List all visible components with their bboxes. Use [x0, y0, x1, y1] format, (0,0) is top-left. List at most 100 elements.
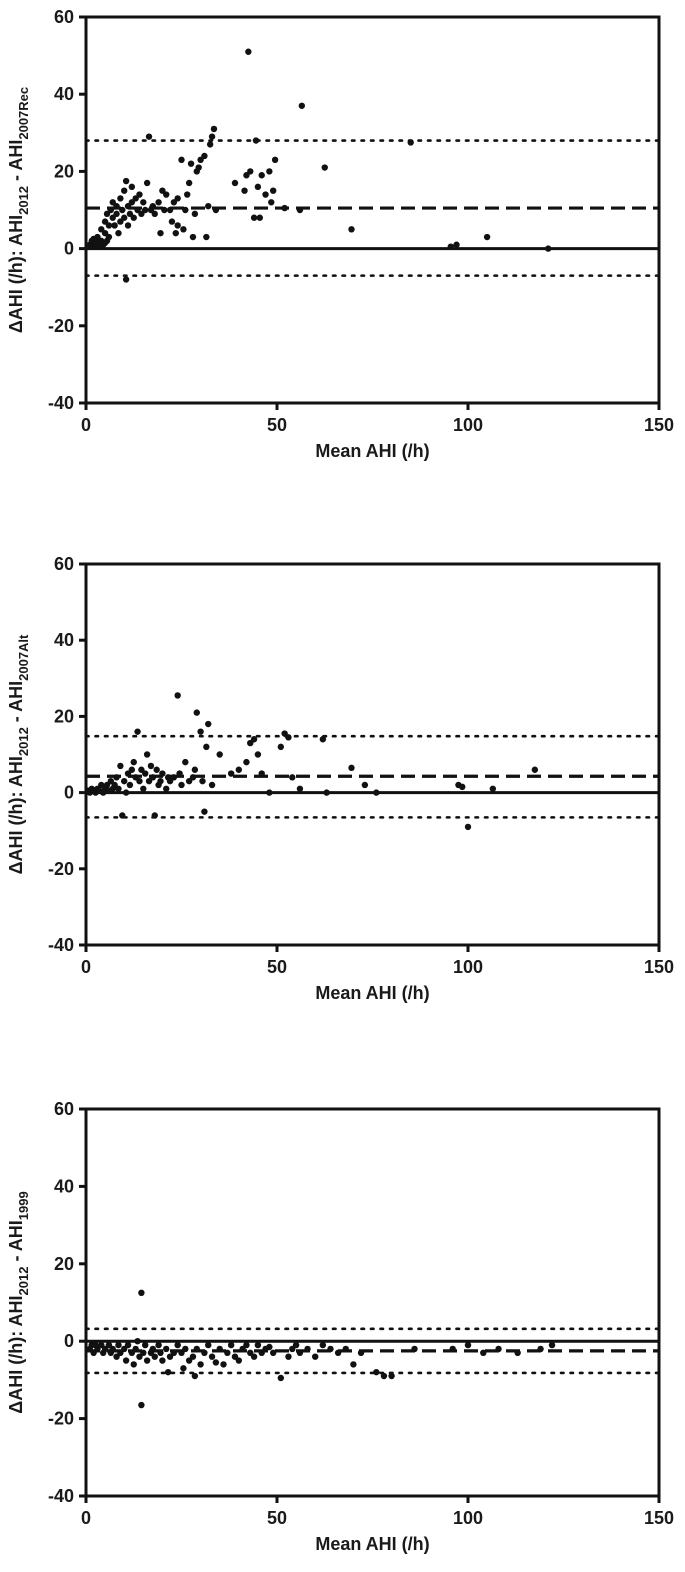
data-point	[298, 102, 306, 109]
data-point	[122, 177, 130, 185]
data-point	[323, 789, 330, 796]
data-point	[235, 766, 242, 773]
data-point	[185, 179, 193, 187]
chart-panel-1: -40 -20 0 20 40 60 0 50 100 150 Mean AHI (/h) ΔAHI …	[6, 7, 674, 461]
data-point	[447, 243, 455, 250]
data-point	[262, 191, 269, 198]
data-point	[180, 1365, 187, 1372]
data-point	[319, 736, 327, 743]
y-axis-title-part: - AHI	[6, 1220, 26, 1266]
data-point	[197, 1361, 204, 1368]
x-axis-title: Mean AHI (/h)	[315, 1534, 429, 1554]
data-point	[149, 1345, 157, 1353]
data-point	[271, 156, 279, 164]
data-point	[193, 709, 200, 716]
data-point	[174, 692, 181, 699]
x-tick-label: 0	[81, 415, 91, 435]
data-point	[153, 766, 160, 773]
data-point	[168, 218, 176, 225]
data-point	[489, 785, 497, 792]
y-tick-label: 60	[54, 1099, 74, 1119]
y-tick-label: -40	[48, 1486, 74, 1506]
data-point	[514, 1349, 521, 1357]
chart-panel-2: -40 -20 0 20 40 60 0 50 100 150 Mean AHI (/h) ΔAHI …	[6, 554, 674, 1003]
data-point	[250, 214, 258, 221]
data-point	[128, 183, 136, 191]
data-point	[174, 222, 181, 229]
data-point	[495, 1345, 502, 1353]
data-point	[342, 1345, 349, 1353]
data-point	[266, 789, 273, 796]
data-point	[348, 764, 355, 772]
data-point	[191, 766, 199, 773]
data-point	[189, 774, 197, 781]
y-axis-title-part: - AHI	[6, 681, 26, 727]
data-point	[373, 789, 380, 796]
y-tick-label: 60	[54, 7, 74, 27]
data-point	[163, 191, 170, 198]
x-axis-title: Mean AHI (/h)	[315, 441, 429, 461]
x-tick-label: 100	[453, 1508, 483, 1528]
data-point	[208, 781, 216, 789]
data-point	[361, 781, 369, 789]
data-point	[113, 210, 120, 218]
data-point	[130, 214, 137, 221]
data-point	[277, 1374, 285, 1382]
data-point	[187, 160, 195, 167]
data-point	[256, 214, 264, 221]
data-point	[266, 168, 273, 175]
data-point	[269, 187, 277, 194]
x-tick-label: 150	[644, 1508, 674, 1528]
y-tick-label: 60	[54, 554, 74, 574]
y-tick-label: -20	[48, 1409, 74, 1429]
y-tick-label: -20	[48, 859, 74, 879]
data-point	[176, 770, 183, 777]
data-point	[292, 1341, 300, 1349]
y-tick-label: 0	[64, 1331, 74, 1351]
data-point	[348, 226, 355, 233]
plot-frame	[84, 562, 661, 947]
data-point	[119, 206, 126, 214]
y-axis-title-part: - AHI	[6, 140, 26, 186]
y-axis-title-subscript: 2007Rec	[16, 87, 31, 140]
y-tick-label: -40	[48, 935, 74, 955]
data-point	[235, 1357, 242, 1364]
y-tick-label: 20	[54, 161, 74, 181]
data-point	[269, 1349, 277, 1357]
data-point	[142, 1341, 149, 1349]
data-point	[138, 1401, 145, 1409]
y-axis-title-part: ΔAHI (/h): AHI	[6, 1295, 26, 1413]
y-tick-label: -20	[48, 316, 74, 336]
data-point	[407, 139, 414, 146]
data-point	[224, 1349, 231, 1357]
data-point	[157, 229, 164, 237]
data-point	[119, 812, 126, 819]
data-point	[136, 777, 143, 785]
data-point	[113, 202, 120, 210]
data-point	[281, 204, 288, 212]
data-point	[142, 206, 149, 214]
data-point	[212, 206, 220, 214]
data-point	[464, 1341, 472, 1349]
data-point	[250, 736, 258, 743]
data-point	[220, 1361, 227, 1368]
data-point	[459, 783, 466, 791]
data-point	[163, 1345, 170, 1353]
data-point	[227, 1341, 235, 1349]
data-point	[111, 222, 118, 229]
data-point	[149, 202, 157, 210]
data-point	[201, 808, 208, 815]
y-tick-label: 20	[54, 1254, 74, 1274]
x-tick-label: 50	[267, 415, 287, 435]
data-point	[163, 785, 170, 792]
data-point	[203, 233, 210, 241]
data-point	[277, 743, 285, 751]
y-axis-title: ΔAHI (/h): AHI2012 - AHI2007Alt	[6, 634, 31, 874]
data-point	[254, 751, 262, 758]
data-point	[122, 1357, 130, 1364]
data-point	[157, 1349, 164, 1357]
y-axis-title: ΔAHI (/h): AHI2012 - AHI1999	[6, 1191, 31, 1413]
y-tick-label: 40	[54, 630, 74, 650]
data-point	[143, 1357, 151, 1364]
